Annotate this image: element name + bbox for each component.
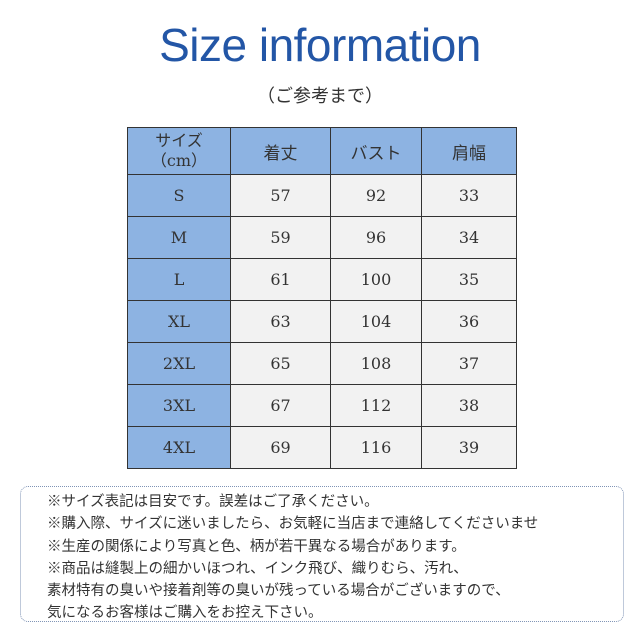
size-label-cell: L xyxy=(127,258,231,301)
subtitle: （ご参考まで） xyxy=(257,86,383,107)
size-label-cell: M xyxy=(127,216,231,259)
size-label-cell: XL xyxy=(127,300,231,343)
measurement-cell: 35 xyxy=(421,258,517,301)
note-line: ※購入際、サイズに迷いましたら、お気軽に当店まで連絡してくださいませ xyxy=(47,516,539,533)
measurement-cell: 57 xyxy=(230,174,331,217)
size-label-cell: 4XL xyxy=(127,426,231,469)
table-row: 3XL 67 112 38 xyxy=(127,384,517,427)
table-row: 4XL 69 116 39 xyxy=(127,426,517,469)
header-size: サイズ （cm） xyxy=(127,127,231,175)
measurement-cell: 38 xyxy=(421,384,517,427)
measurement-cell: 36 xyxy=(421,300,517,343)
header-bust: バスト xyxy=(330,127,422,175)
measurement-cell: 116 xyxy=(330,426,422,469)
page-title: Size information xyxy=(159,19,481,71)
header-size-label: サイズ xyxy=(155,131,203,150)
measurement-cell: 63 xyxy=(230,300,331,343)
measurement-cell: 59 xyxy=(230,216,331,259)
measurement-cell: 69 xyxy=(230,426,331,469)
measurement-cell: 104 xyxy=(330,300,422,343)
measurement-cell: 37 xyxy=(421,342,517,385)
header-shoulder: 肩幅 xyxy=(421,127,517,175)
size-table: サイズ （cm） 着丈 バスト 肩幅 S 57 92 33 M 59 96 34 L 61 100 35… xyxy=(127,127,517,469)
measurement-cell: 65 xyxy=(230,342,331,385)
table-row: L 61 100 35 xyxy=(127,258,517,301)
measurement-cell: 92 xyxy=(330,174,422,217)
note-line: ※サイズ表記は目安です。誤差はご了承ください。 xyxy=(47,494,379,510)
table-header-row: サイズ （cm） 着丈 バスト 肩幅 xyxy=(127,127,517,175)
header-length: 着丈 xyxy=(230,127,331,175)
size-label-cell: S xyxy=(127,174,231,217)
measurement-cell: 67 xyxy=(230,384,331,427)
table-row: S 57 92 33 xyxy=(127,174,517,217)
table-row: 2XL 65 108 37 xyxy=(127,342,517,385)
note-line: 気になるお客様はご購入をお控え下さい。 xyxy=(47,605,323,622)
size-label-cell: 2XL xyxy=(127,342,231,385)
measurement-cell: 100 xyxy=(330,258,422,301)
measurement-cell: 61 xyxy=(230,258,331,301)
size-label-cell: 3XL xyxy=(127,384,231,427)
measurement-cell: 33 xyxy=(421,174,517,217)
measurement-cell: 39 xyxy=(421,426,517,469)
measurement-cell: 108 xyxy=(330,342,422,385)
note-line: ※商品は縫製上の細かいほつれ、インク飛び、織りむら、汚れ、 xyxy=(47,560,468,577)
table-row: XL 63 104 36 xyxy=(127,300,517,343)
header-unit-label: （cm） xyxy=(150,151,208,170)
note-line: 素材特有の臭いや接着剤等の臭いが残っている場合がございますので、 xyxy=(47,583,510,600)
measurement-cell: 34 xyxy=(421,216,517,259)
measurement-cell: 112 xyxy=(330,384,422,427)
table-row: M 59 96 34 xyxy=(127,216,517,259)
note-line: ※生産の関係により写真と色、柄が若干異なる場合があります。 xyxy=(47,538,466,555)
measurement-cell: 96 xyxy=(330,216,422,259)
notes-box: ※サイズ表記は目安です。誤差はご了承ください。 ※購入際、サイズに迷いましたら、… xyxy=(20,486,624,622)
